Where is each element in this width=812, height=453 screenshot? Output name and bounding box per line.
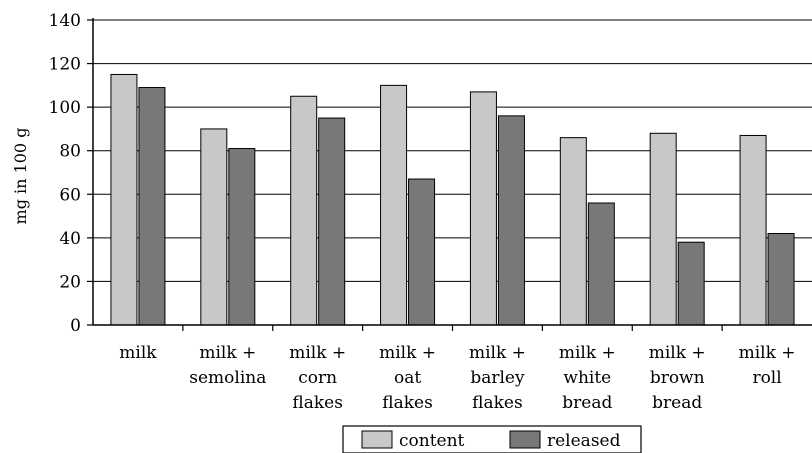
bar-content [649,132,677,326]
bar-released [497,115,525,326]
bar-content [290,95,318,326]
x-category-label: white [563,368,611,388]
x-category-label: oat [394,368,421,388]
y-tick-label: 20 [59,272,81,292]
x-category-label: brown [650,368,705,388]
x-category-label: milk + [379,343,436,363]
bar-released [408,178,436,326]
axes [87,18,812,331]
x-category-label: roll [752,368,781,388]
bar-released [587,202,615,326]
bar-content [469,91,497,326]
bar-released [318,117,346,326]
y-tick-label: 0 [70,316,81,336]
legend-box [342,425,642,453]
legend-swatch-released [509,430,541,449]
y-axis-label: mg in 100 g [11,128,30,225]
x-category-labels: milk milk + semolina milk + corn flakes milk +… [119,343,795,413]
y-tick-label: 100 [49,98,81,118]
y-tick-label: 40 [59,229,81,249]
bar-content [559,137,587,326]
x-category-label: bread [652,393,702,413]
legend-label-released: released [547,431,621,451]
x-category-label: milk + [739,343,796,363]
x-category-label: bread [562,393,612,413]
x-category-label: flakes [292,393,343,413]
y-tick-label: 80 [59,142,81,162]
x-category-label: flakes [382,393,433,413]
x-category-label: semolina [189,368,266,388]
bar-content [739,134,767,326]
legend: content released [342,425,642,453]
legend-swatch-content [361,430,393,449]
y-tick-label: 60 [59,185,81,205]
x-category-label: milk + [649,343,706,363]
legend-label-content: content [399,431,465,451]
x-category-label: flakes [472,393,523,413]
x-category-label: milk + [289,343,346,363]
x-category-label: corn [298,368,337,388]
x-category-label: barley [470,368,525,388]
bar-content [110,73,138,326]
y-tick-label: 120 [49,55,81,75]
bars [110,73,795,326]
bar-released [677,241,705,326]
bar-content [200,128,228,326]
x-category-label: milk [119,343,157,363]
y-tick-labels: 0 20 40 60 80 100 120 140 [49,11,81,336]
bar-content [380,84,408,326]
y-tick-label: 140 [49,11,81,31]
bar-released [138,87,166,326]
x-category-label: milk + [199,343,256,363]
x-category-label: milk + [469,343,526,363]
bar-released [767,233,795,326]
bar-released [228,148,256,326]
x-category-label: milk + [559,343,616,363]
